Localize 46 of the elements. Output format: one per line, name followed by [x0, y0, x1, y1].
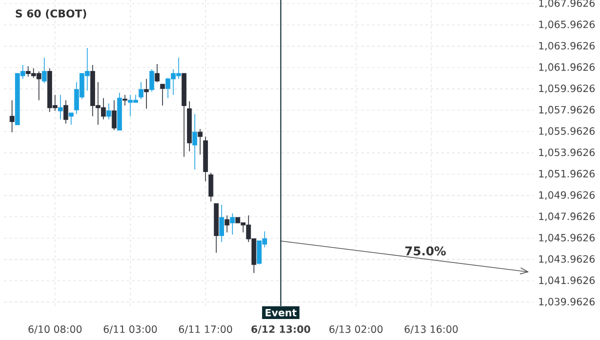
- candlestick: [208, 172, 214, 202]
- y-tick-label: 1,045.9626: [539, 234, 595, 242]
- candlestick: [182, 73, 186, 158]
- ref-line-label: Event: [266, 308, 297, 316]
- y-tick-label: 1,039.9626: [539, 298, 595, 306]
- x-tick-label: 6/11 03:00: [104, 325, 157, 334]
- candlestick: [154, 64, 160, 82]
- y-tick-label: 1,051.9626: [539, 170, 595, 178]
- candlestick: [63, 100, 68, 124]
- candlestick: [160, 84, 165, 106]
- y-tick-label: 1,065.9626: [539, 20, 595, 30]
- y-tick-label: 1,059.9626: [539, 84, 595, 94]
- candlestick: [203, 136, 208, 182]
- candlestick: [138, 82, 144, 100]
- candlestick: [187, 100, 192, 152]
- candlestick: [122, 94, 128, 106]
- x-tick-label: 6/10 08:00: [28, 325, 82, 334]
- candlestick: [198, 128, 203, 155]
- y-tick-label: 1,043.9626: [539, 255, 595, 264]
- candlestick: [58, 94, 63, 120]
- candlestick: [149, 68, 154, 92]
- candlestick: [117, 92, 122, 130]
- text: S 60 (CBOT): [16, 9, 86, 19]
- annotation: 75.0%: [405, 246, 446, 256]
- y-tick-label: 1,053.9626: [539, 148, 595, 158]
- x-tick-label: 6/13 02:00: [329, 325, 383, 334]
- x-tick-label: 6/13 16:00: [404, 325, 458, 334]
- candlestick: [214, 203, 219, 254]
- candlestick: [144, 78, 149, 110]
- y-tick-label: 1,049.9626: [539, 191, 595, 200]
- y-tick-label: 1,057.9626: [539, 106, 595, 115]
- y-tick-label: 1,061.9626: [539, 63, 595, 72]
- y-tick-label: 1,055.9626: [539, 127, 595, 136]
- candlestick: [10, 100, 14, 133]
- x-tick-label: 6/12 13:00: [251, 325, 310, 334]
- candlestick: [192, 114, 198, 170]
- candlestick: [112, 100, 117, 130]
- y-tick-label: 1,041.9626: [539, 276, 595, 286]
- candlestick: [219, 204, 224, 242]
- x-tick-label: 6/11 17:00: [178, 325, 232, 334]
- candlestick: [224, 214, 230, 233]
- candlestick: [42, 57, 47, 84]
- candlestick: [230, 212, 235, 235]
- y-tick-label: 1,063.9626: [539, 42, 595, 51]
- candlestick: [68, 112, 74, 126]
- y-tick-label: 1,047.9626: [539, 212, 595, 222]
